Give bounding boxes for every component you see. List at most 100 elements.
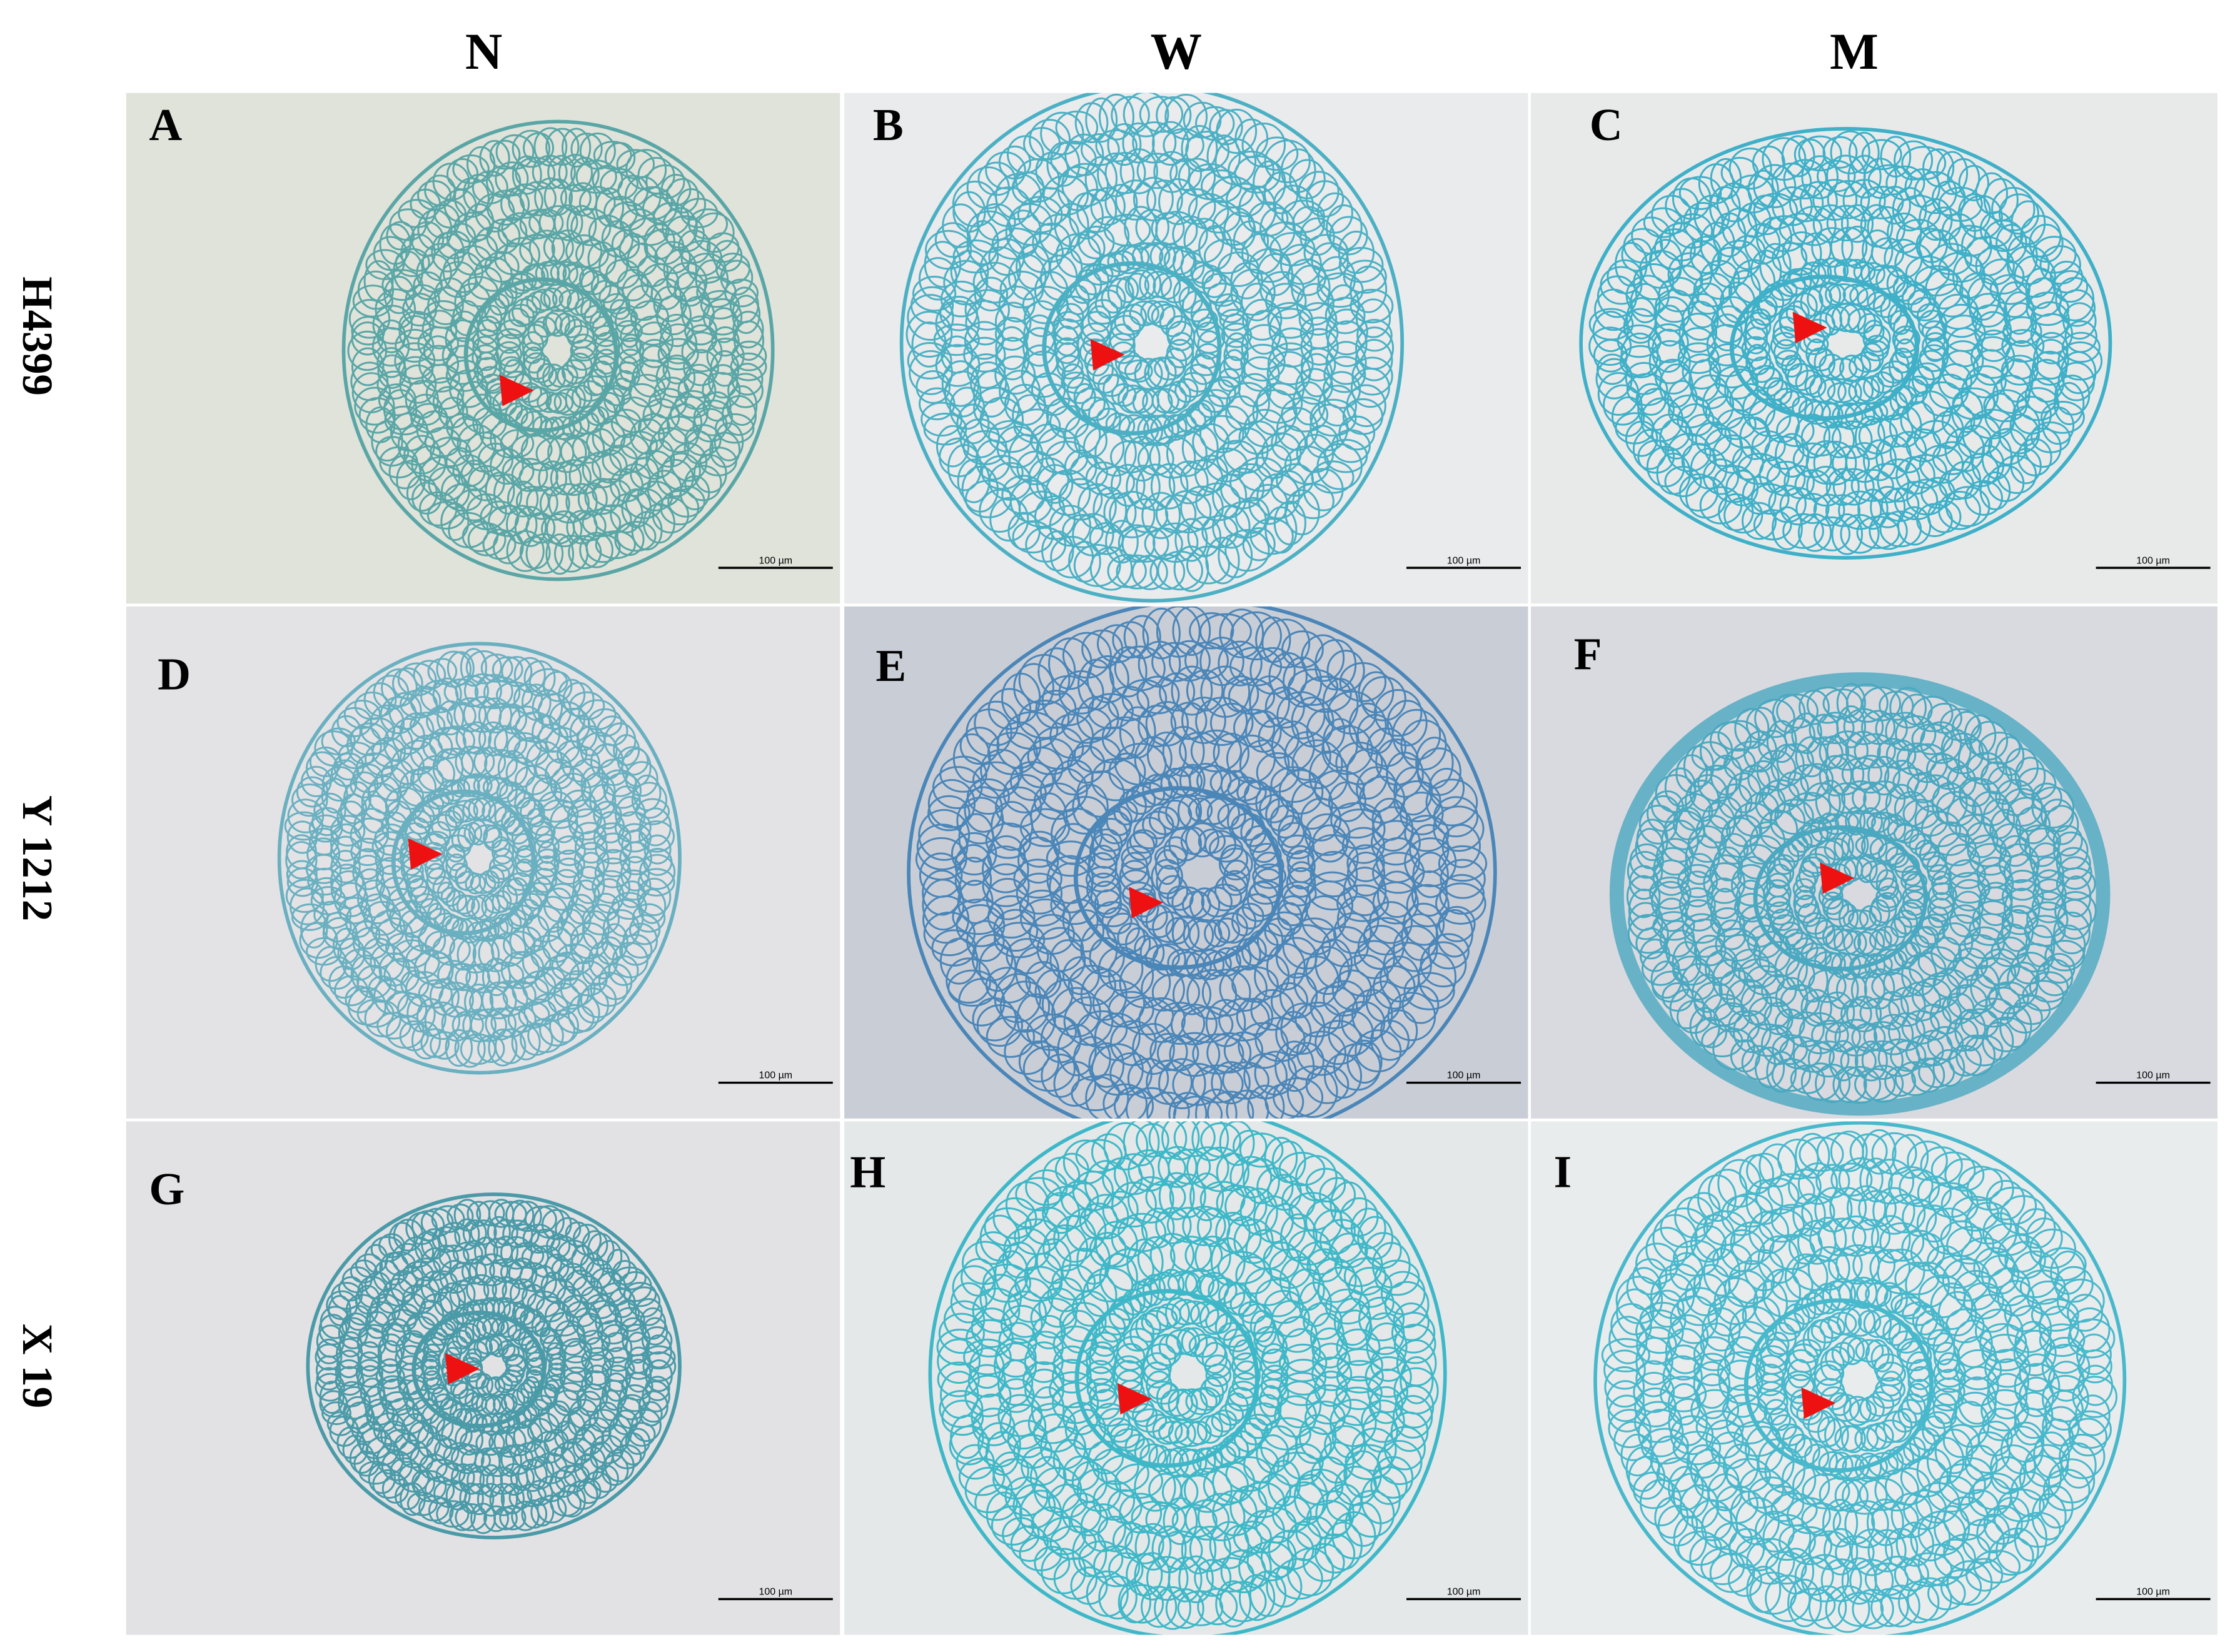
cell: [1292, 917, 1337, 956]
cell: [1193, 321, 1226, 354]
cell: [338, 1317, 368, 1349]
cell: [1345, 1444, 1393, 1480]
cell: [496, 328, 524, 350]
cell: [1306, 871, 1358, 911]
cell: [1358, 671, 1395, 713]
cell: [1186, 969, 1238, 1020]
cell: [1755, 1345, 1789, 1375]
cell: [1189, 1301, 1219, 1329]
cell: [1822, 1498, 1859, 1548]
cell: [654, 241, 691, 274]
stele-ring: [391, 789, 536, 935]
cell: [1086, 872, 1122, 907]
cell: [1932, 441, 1972, 475]
root-section: [341, 119, 775, 582]
cell: [1350, 368, 1390, 408]
cell: [1401, 985, 1440, 1024]
cell: [363, 682, 397, 717]
cell: [1236, 902, 1264, 930]
cell: [1892, 325, 1920, 353]
cell: [1114, 310, 1145, 336]
cell: [1206, 134, 1241, 179]
cell: [638, 1390, 668, 1423]
cell: [934, 222, 971, 258]
cell: [1305, 180, 1345, 218]
cell: [1425, 778, 1478, 827]
cell: [351, 372, 391, 413]
cell: [1412, 852, 1449, 899]
cell: [1879, 1222, 1925, 1262]
cell: [1172, 606, 1211, 656]
cell: [1185, 822, 1219, 858]
cell: [1964, 714, 1997, 756]
cell: [1852, 755, 1890, 794]
cell: [1103, 1122, 1149, 1171]
cell: [1861, 139, 1902, 171]
cell: [1191, 308, 1218, 331]
cell: [2039, 1323, 2086, 1357]
cell: [1892, 1134, 1929, 1179]
cell: [1226, 1089, 1269, 1119]
cell: [994, 1337, 1037, 1378]
cell: [1615, 241, 1648, 287]
cell: [2029, 971, 2069, 1003]
cell: [537, 895, 568, 933]
cell: [2076, 1333, 2112, 1376]
cell: [931, 929, 977, 967]
cell: [1256, 382, 1303, 424]
cell: [1834, 1215, 1879, 1257]
cell: [1365, 1356, 1412, 1398]
cell: [1678, 313, 1718, 353]
cell: [1892, 274, 1916, 302]
cell: [1650, 960, 1683, 999]
cell: [1717, 239, 1762, 280]
cell: [1177, 1590, 1224, 1626]
cell: [1393, 925, 1438, 972]
cell: [1701, 1025, 1743, 1057]
cell: [2062, 302, 2097, 340]
cell: [1097, 152, 1135, 198]
cell: [580, 732, 618, 769]
cell: [1218, 847, 1253, 881]
cell: [1823, 421, 1855, 458]
cell: [538, 841, 557, 864]
cell: [956, 797, 1004, 845]
cell: [597, 1320, 629, 1345]
cell: [1174, 518, 1208, 562]
cell: [2050, 1251, 2086, 1295]
cell: [1697, 1174, 1737, 1222]
cell: [1795, 370, 1823, 396]
cell: [470, 873, 497, 894]
cell: [439, 1259, 471, 1294]
cell: [531, 288, 558, 311]
cell: [620, 333, 642, 356]
cell: [1393, 1324, 1436, 1364]
cell: [456, 870, 482, 892]
cell: [1159, 305, 1187, 338]
panel-letter: F: [1574, 629, 1602, 680]
cell: [363, 260, 394, 302]
cell: [1633, 1471, 1674, 1509]
cell: [1726, 979, 1768, 1017]
cell: [1141, 491, 1181, 540]
cell: [1710, 907, 1745, 938]
cell: [938, 1312, 985, 1354]
cell: [1024, 1206, 1069, 1246]
root-section: [1593, 1121, 2127, 1635]
cell: [1770, 1204, 1814, 1238]
cell: [1118, 1581, 1151, 1624]
cell: [1752, 145, 1785, 180]
cell: [549, 1469, 577, 1498]
cell: [552, 869, 582, 899]
cell: [1837, 379, 1862, 406]
cell: [1336, 1328, 1381, 1366]
cell: [660, 490, 700, 526]
cell: [450, 1379, 469, 1399]
cell: [373, 236, 408, 271]
cell: [2031, 1298, 2079, 1332]
cell: [693, 454, 727, 493]
cell: [376, 370, 411, 400]
cell: [1061, 371, 1091, 394]
